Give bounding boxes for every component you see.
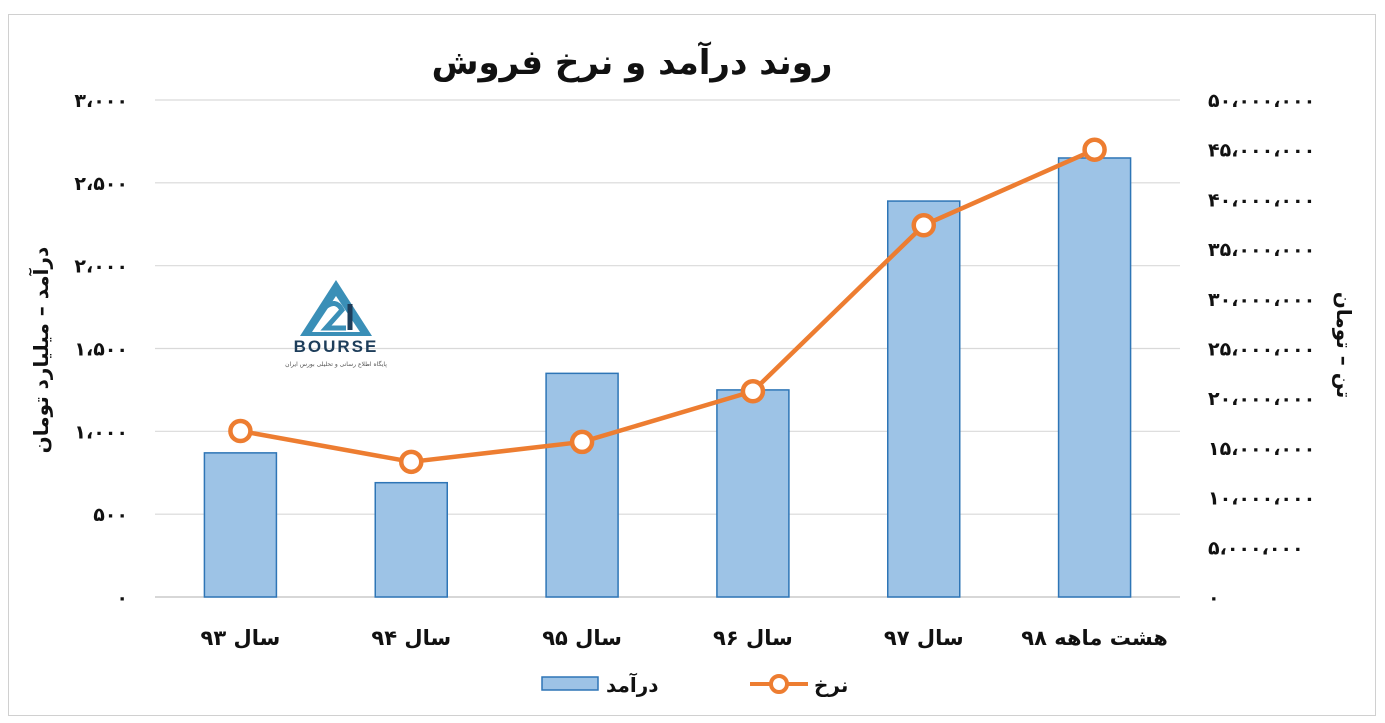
right-axis-label: تن – تومان — [1332, 292, 1356, 398]
line-point — [740, 378, 766, 404]
line-point — [569, 429, 595, 455]
category-labels: سال ۹۳ سال ۹۴ سال ۹۵ سال ۹۶ سال ۹۷ هشت ماهه ۹… — [201, 626, 1168, 650]
right-tick-label: ۴۵،۰۰۰،۰۰۰ — [1208, 140, 1315, 162]
right-tick-label: ۲۵،۰۰۰،۰۰۰ — [1208, 339, 1315, 361]
category-label: سال ۹۶ — [713, 626, 793, 650]
right-axis-ticks: ۰ ۵،۰۰۰،۰۰۰ ۱۰،۰۰۰،۰۰۰ ۱۵،۰۰۰،۰۰۰ ۲۰،۰۰۰،۰۰۰… — [1208, 90, 1315, 609]
bar — [716, 389, 790, 598]
category-label: سال ۹۳ — [201, 626, 281, 650]
legend: درآمد نرخ — [541, 672, 848, 697]
left-tick-label: ۰ — [116, 587, 128, 609]
logo-brand-text: BOURSE — [294, 337, 379, 356]
right-tick-label: ۵،۰۰۰،۰۰۰ — [1208, 537, 1304, 559]
bar — [374, 481, 448, 598]
left-tick-label: ۱،۰۰۰ — [74, 421, 128, 443]
category-label: سال ۹۵ — [542, 626, 622, 650]
left-tick-label: ۲،۰۰۰ — [74, 256, 128, 278]
grid-lines — [155, 99, 1180, 598]
right-tick-label: ۳۵،۰۰۰،۰۰۰ — [1208, 239, 1315, 261]
line-series — [228, 137, 1107, 475]
right-tick-label: ۵۰،۰۰۰،۰۰۰ — [1208, 90, 1315, 112]
bar-series — [203, 157, 1132, 598]
bar — [203, 452, 278, 598]
left-axis-ticks: ۰ ۵۰۰ ۱،۰۰۰ ۱،۵۰۰ ۲،۰۰۰ ۲،۵۰۰ ۳،۰۰۰ — [74, 90, 128, 609]
right-tick-label: ۴۰،۰۰۰،۰۰۰ — [1208, 189, 1315, 211]
chart-title: روند درآمد و نرخ فروش — [432, 41, 833, 83]
line-point — [228, 418, 253, 444]
left-axis-label: درآمد – میلیارد تومان — [28, 247, 53, 454]
right-tick-label: ۰ — [1208, 587, 1220, 609]
line-path — [240, 147, 1096, 465]
category-label: سال ۹۴ — [371, 626, 451, 650]
line-point — [399, 449, 424, 475]
chart-frame — [8, 14, 1376, 716]
line-point — [911, 212, 936, 238]
bar — [1057, 157, 1132, 598]
right-tick-label: ۱۰،۰۰۰،۰۰۰ — [1208, 488, 1315, 510]
left-tick-label: ۳،۰۰۰ — [74, 90, 128, 112]
category-label: هشت ماهه ۹۸ — [1021, 626, 1168, 650]
bar — [545, 372, 619, 598]
left-tick-label: ۵۰۰ — [93, 504, 128, 526]
legend-swatch-bar — [541, 676, 599, 691]
right-tick-label: ۱۵،۰۰۰،۰۰۰ — [1208, 438, 1315, 460]
legend-swatch-marker — [769, 674, 789, 694]
line-point — [1082, 137, 1107, 162]
bar — [887, 200, 961, 598]
left-tick-label: ۱،۵۰۰ — [74, 339, 128, 361]
left-tick-label: ۲،۵۰۰ — [74, 173, 128, 195]
legend-label-bar: درآمد — [606, 672, 659, 697]
category-label: سال ۹۷ — [884, 626, 964, 650]
logo-subtitle: پایگاه اطلاع رسانی و تحلیلی بورس ایران — [285, 360, 387, 368]
right-tick-label: ۳۰،۰۰۰،۰۰۰ — [1208, 289, 1315, 311]
bourse24-logo: BOURSE پایگاه اطلاع رسانی و تحلیلی بورس … — [274, 278, 398, 374]
bourse24-logo-icon: BOURSE پایگاه اطلاع رسانی و تحلیلی بورس … — [285, 280, 387, 368]
right-tick-label: ۲۰،۰۰۰،۰۰۰ — [1208, 388, 1315, 410]
legend-label-line: نرخ — [814, 673, 848, 697]
